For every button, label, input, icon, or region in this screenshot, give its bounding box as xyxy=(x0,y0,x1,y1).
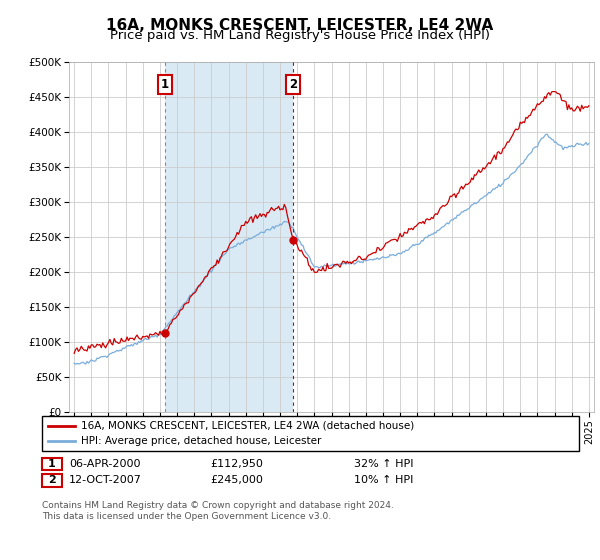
Text: 1: 1 xyxy=(48,459,56,469)
Text: 06-APR-2000: 06-APR-2000 xyxy=(69,459,140,469)
Text: 16A, MONKS CRESCENT, LEICESTER, LE4 2WA: 16A, MONKS CRESCENT, LEICESTER, LE4 2WA xyxy=(106,18,494,33)
Text: £245,000: £245,000 xyxy=(210,475,263,486)
Text: Contains HM Land Registry data © Crown copyright and database right 2024.
This d: Contains HM Land Registry data © Crown c… xyxy=(42,501,394,521)
Text: 32% ↑ HPI: 32% ↑ HPI xyxy=(354,459,413,469)
Text: 2: 2 xyxy=(48,475,56,486)
Text: 12-OCT-2007: 12-OCT-2007 xyxy=(69,475,142,486)
Text: 10% ↑ HPI: 10% ↑ HPI xyxy=(354,475,413,486)
Text: HPI: Average price, detached house, Leicester: HPI: Average price, detached house, Leic… xyxy=(81,436,322,446)
Text: £112,950: £112,950 xyxy=(210,459,263,469)
Text: 2: 2 xyxy=(289,78,298,91)
Bar xyxy=(164,62,293,412)
Text: 16A, MONKS CRESCENT, LEICESTER, LE4 2WA (detached house): 16A, MONKS CRESCENT, LEICESTER, LE4 2WA … xyxy=(81,421,414,431)
Text: Price paid vs. HM Land Registry's House Price Index (HPI): Price paid vs. HM Land Registry's House … xyxy=(110,29,490,42)
Text: 1: 1 xyxy=(161,78,169,91)
